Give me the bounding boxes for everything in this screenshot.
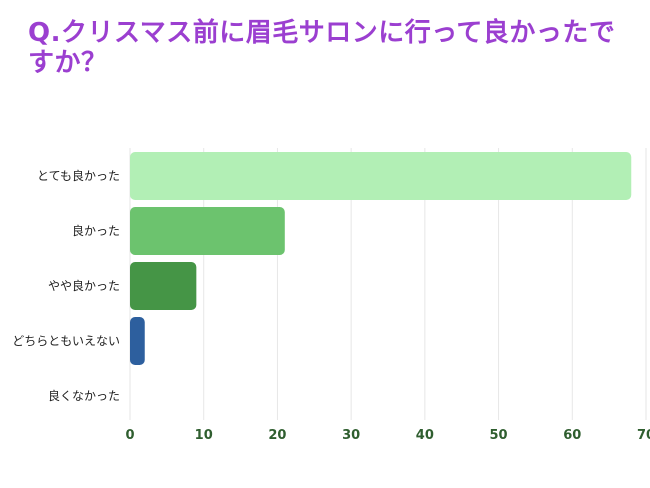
x-axis-tick-labels: 0 10 20 30 40 50 60 70	[125, 428, 650, 443]
x-tick-label: 30	[342, 428, 360, 443]
x-tick-label: 20	[268, 428, 286, 443]
x-tick-label: 40	[416, 428, 434, 443]
category-label: とても良かった	[37, 168, 120, 183]
bar	[130, 207, 285, 255]
x-tick-label: 50	[490, 428, 508, 443]
bar	[130, 262, 197, 310]
category-label: 良かった	[72, 223, 120, 238]
x-tick-label: 10	[195, 428, 213, 443]
category-label: どちらともいえない	[12, 334, 120, 348]
chart-title: Q.クリスマス前に眉毛サロンに行って良かったですか？	[28, 18, 616, 78]
x-tick-label: 70	[637, 428, 650, 443]
bar	[130, 152, 632, 200]
bars	[130, 152, 632, 365]
category-label: 良くなかった	[48, 388, 120, 403]
x-tick-label: 60	[563, 428, 581, 443]
bar	[130, 317, 145, 365]
x-tick-label: 0	[125, 428, 134, 443]
category-label: やや良かった	[48, 278, 120, 293]
